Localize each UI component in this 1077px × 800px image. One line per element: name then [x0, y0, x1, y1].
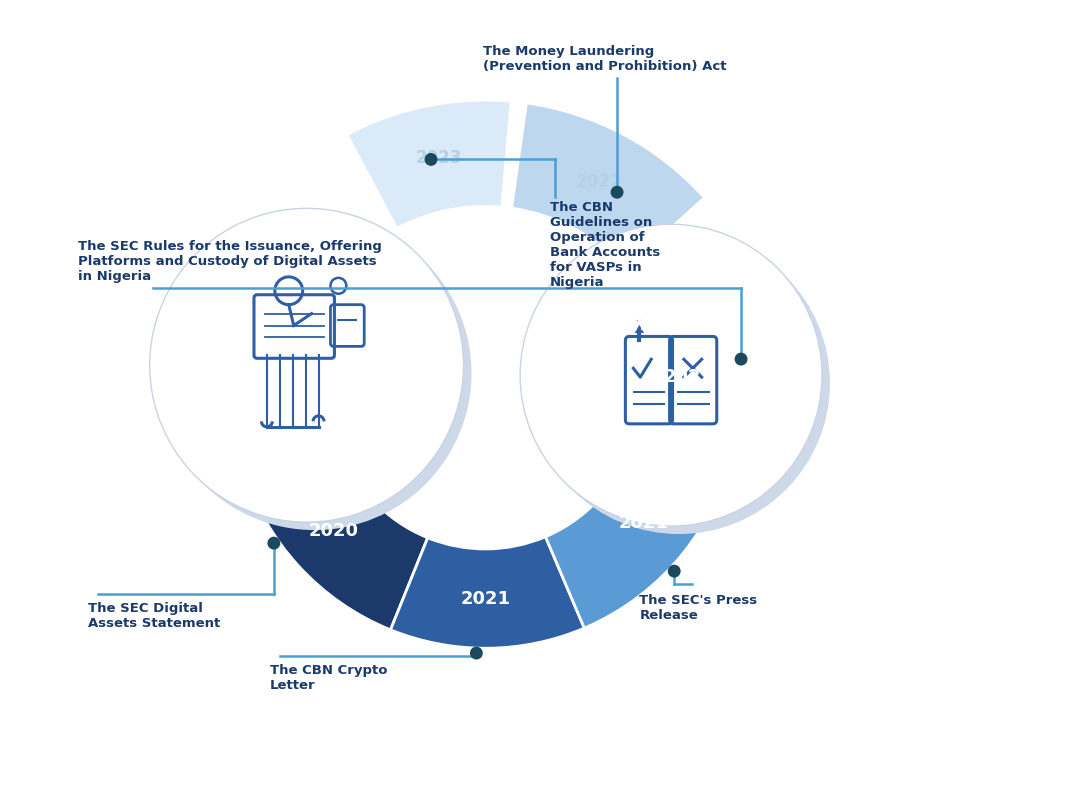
Circle shape: [470, 646, 482, 659]
Circle shape: [150, 208, 463, 522]
Circle shape: [735, 353, 747, 366]
Text: The SEC Rules for the Issuance, Offering
Platforms and Custody of Digital Assets: The SEC Rules for the Issuance, Offering…: [79, 240, 382, 282]
Wedge shape: [546, 422, 735, 628]
Circle shape: [520, 224, 822, 526]
Wedge shape: [630, 309, 739, 439]
Wedge shape: [347, 100, 512, 229]
Text: The SEC Digital
Assets Statement: The SEC Digital Assets Statement: [88, 602, 221, 630]
Text: The CBN Crypto
Letter: The CBN Crypto Letter: [270, 664, 388, 692]
Wedge shape: [243, 440, 428, 630]
Circle shape: [528, 232, 830, 534]
Circle shape: [611, 186, 624, 198]
Circle shape: [267, 537, 280, 550]
Circle shape: [668, 565, 681, 578]
Text: 2022: 2022: [663, 368, 713, 386]
Text: The CBN
Guidelines on
Operation of
Bank Accounts
for VASPs in
Nigeria: The CBN Guidelines on Operation of Bank …: [550, 201, 660, 289]
Text: The Money Laundering
(Prevention and Prohibition) Act: The Money Laundering (Prevention and Pro…: [482, 45, 727, 73]
Text: 2020: 2020: [309, 522, 359, 540]
Text: 2021: 2021: [460, 590, 510, 608]
Circle shape: [424, 153, 437, 166]
Text: 2023: 2023: [416, 149, 462, 166]
Wedge shape: [391, 537, 585, 648]
Text: The SEC's Press
Release: The SEC's Press Release: [640, 594, 757, 622]
Wedge shape: [512, 103, 704, 269]
Circle shape: [157, 216, 472, 530]
Text: 2021: 2021: [618, 514, 669, 532]
Text: 2022: 2022: [576, 173, 623, 190]
